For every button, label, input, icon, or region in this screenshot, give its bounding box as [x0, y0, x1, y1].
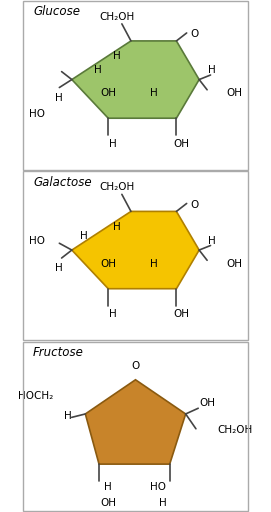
Text: CH₂OH: CH₂OH: [100, 12, 135, 22]
Text: H: H: [109, 139, 117, 148]
Text: H: H: [64, 411, 72, 421]
Text: O: O: [190, 200, 198, 209]
Polygon shape: [72, 211, 199, 289]
Polygon shape: [72, 41, 199, 118]
Text: H: H: [55, 93, 63, 103]
Text: H: H: [55, 263, 63, 273]
Text: HO: HO: [150, 482, 166, 493]
Text: OH: OH: [100, 498, 116, 508]
Text: OH: OH: [173, 139, 189, 148]
Text: O: O: [131, 360, 140, 371]
Text: H: H: [80, 231, 88, 242]
Text: CH₂OH: CH₂OH: [100, 182, 135, 192]
Text: Galactose: Galactose: [33, 176, 92, 188]
Text: H: H: [109, 309, 117, 319]
Text: Glucose: Glucose: [33, 5, 80, 18]
Text: H: H: [114, 222, 121, 232]
Text: OH: OH: [227, 259, 243, 269]
Text: OH: OH: [100, 259, 116, 269]
Text: H: H: [208, 236, 216, 246]
Text: H: H: [114, 51, 121, 61]
Text: H: H: [208, 66, 216, 75]
Text: H: H: [159, 498, 167, 508]
Text: HO: HO: [28, 109, 44, 119]
Text: H: H: [104, 482, 112, 493]
Text: H: H: [150, 88, 157, 98]
Text: H: H: [94, 66, 101, 75]
Text: CH₂OH: CH₂OH: [218, 425, 253, 435]
Polygon shape: [85, 380, 186, 464]
Text: OH: OH: [199, 397, 215, 408]
Text: O: O: [190, 29, 198, 39]
Text: HOCH₂: HOCH₂: [18, 391, 53, 401]
Text: HO: HO: [28, 236, 44, 246]
Text: H: H: [150, 259, 157, 269]
Text: OH: OH: [173, 309, 189, 319]
Text: Fructose: Fructose: [33, 346, 84, 359]
Text: OH: OH: [227, 88, 243, 98]
Text: OH: OH: [100, 88, 116, 98]
